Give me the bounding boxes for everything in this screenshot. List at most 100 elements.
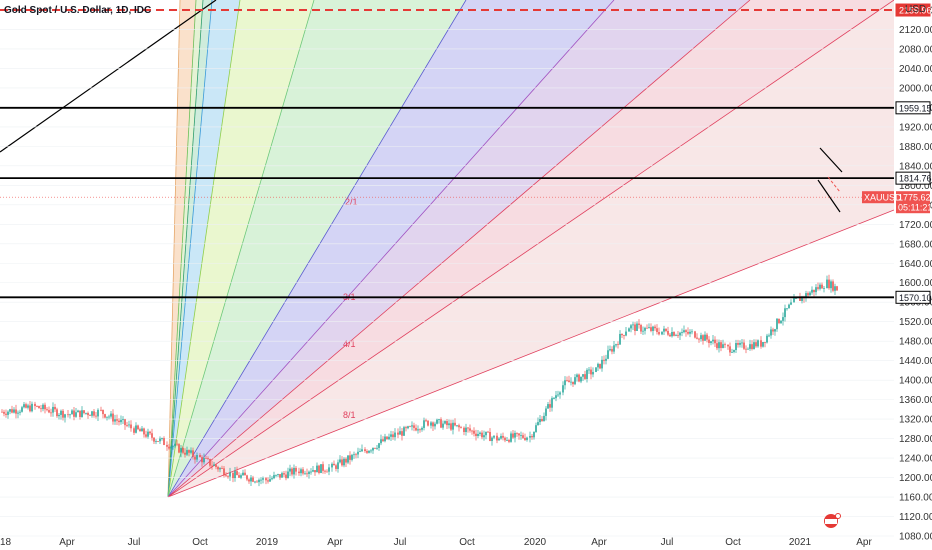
candle [283, 470, 285, 478]
candle [425, 418, 427, 423]
svg-text:1814.76: 1814.76 [899, 174, 932, 184]
candle [510, 431, 512, 443]
y-tick-label: 1320.00 [899, 415, 932, 426]
candle [364, 447, 366, 453]
candle [219, 467, 221, 473]
candle [430, 421, 432, 429]
candle [15, 404, 17, 419]
candle [479, 431, 481, 437]
candle [246, 474, 248, 482]
candle [809, 291, 811, 296]
fan-line [167, 0, 181, 498]
candle [83, 410, 85, 415]
candle [502, 432, 504, 441]
candle [293, 464, 295, 479]
candle [440, 417, 442, 429]
candle [541, 416, 543, 422]
y-tick-label: 1640.00 [899, 259, 932, 270]
fan-line [167, 0, 615, 498]
candle [564, 376, 566, 390]
candle [417, 425, 419, 434]
candle [213, 461, 215, 467]
candle [203, 453, 205, 465]
candle [143, 427, 145, 438]
candle [58, 412, 60, 420]
candle [450, 419, 452, 431]
y-tick-label: 1920.00 [899, 122, 932, 133]
candle [718, 339, 720, 353]
fan-line [167, 0, 895, 498]
candle [368, 450, 370, 454]
x-tick-label: Apr [327, 537, 343, 548]
candle [265, 476, 267, 485]
candle [42, 403, 44, 412]
gann-fan: 2/13/14/18/1 [0, 0, 895, 498]
candle [518, 433, 520, 440]
candle [832, 279, 834, 293]
price-tag: 1814.76 [895, 171, 932, 185]
y-tick-label: 1880.00 [899, 142, 932, 153]
candle [244, 469, 246, 476]
candle [108, 414, 110, 420]
candle [347, 455, 349, 465]
candle [710, 340, 712, 346]
candle [572, 381, 574, 387]
candle [768, 333, 770, 338]
candle [648, 323, 650, 329]
candle [312, 465, 314, 473]
candle [520, 431, 522, 440]
fan-line [167, 0, 315, 498]
candle [481, 430, 483, 440]
price-axis-panel[interactable] [894, 0, 932, 550]
candle [69, 413, 71, 419]
candle [739, 340, 741, 348]
candle [731, 348, 733, 353]
candle [673, 331, 675, 337]
candle [110, 411, 112, 419]
candle [23, 402, 25, 409]
y-tick-label: 1480.00 [899, 337, 932, 348]
candles [1, 274, 838, 487]
candle [456, 425, 458, 428]
candle [413, 422, 415, 432]
candle [755, 339, 757, 348]
candle [120, 415, 122, 425]
candle [702, 334, 704, 345]
candle [617, 341, 619, 349]
candle [496, 432, 498, 444]
candle [630, 323, 632, 333]
candle [665, 328, 667, 333]
candle [374, 447, 376, 450]
candle [31, 401, 33, 413]
candle [704, 331, 706, 341]
x-tick-label: 2020 [524, 537, 547, 548]
candle [349, 451, 351, 465]
candle [753, 339, 755, 350]
candle [124, 418, 126, 430]
candle [559, 391, 561, 399]
candle [281, 471, 283, 478]
candle [361, 444, 363, 452]
candle [145, 430, 147, 439]
candle [130, 420, 132, 432]
candle [714, 336, 716, 348]
candle [562, 381, 564, 396]
y-tick-label: 1160.00 [899, 493, 932, 504]
candle [279, 474, 281, 480]
candle [743, 339, 745, 351]
candle [634, 322, 636, 336]
candle [248, 478, 250, 484]
candle [405, 425, 407, 432]
candle [640, 323, 642, 335]
candle [366, 449, 368, 455]
candle [75, 407, 77, 418]
y-tick-label: 2120.00 [899, 25, 932, 36]
tradingview-logo-icon[interactable] [824, 513, 841, 529]
candle [465, 423, 467, 436]
candle [196, 452, 198, 463]
svg-text:XAUUSD: XAUUSD [864, 193, 902, 203]
candle [388, 433, 390, 441]
candle [93, 408, 95, 418]
currency-label: USD [905, 4, 926, 15]
